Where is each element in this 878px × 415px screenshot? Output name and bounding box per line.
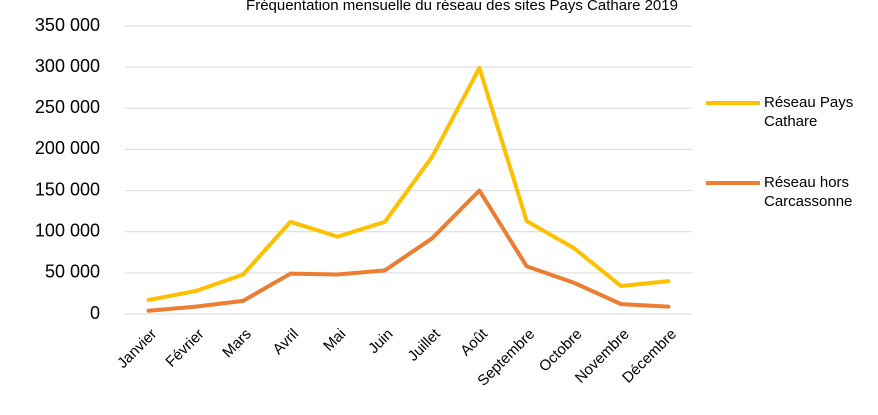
x-tick-label: Juillet xyxy=(405,325,445,365)
legend-label: Réseau Pays Cathare xyxy=(764,94,853,130)
x-tick-label: Janvier xyxy=(114,326,160,372)
y-tick-label: 250 000 xyxy=(35,97,100,117)
x-tick-label: Mars xyxy=(219,326,255,362)
y-tick-label: 150 000 xyxy=(35,179,100,199)
y-tick-label: 50 000 xyxy=(45,262,100,282)
y-tick-label: 100 000 xyxy=(35,220,100,240)
y-tick-label: 350 000 xyxy=(35,15,100,35)
y-tick-label: 0 xyxy=(90,303,100,323)
y-tick-label: 200 000 xyxy=(35,138,100,158)
data-line xyxy=(146,188,671,313)
chart-title: Fréquentation mensuelle du réseau des si… xyxy=(246,0,678,14)
legend-label: Réseau hors Carcassonne xyxy=(764,174,852,210)
x-tick-label: Août xyxy=(457,325,491,359)
data-line xyxy=(146,65,671,303)
x-tick-label: Juin xyxy=(365,326,396,357)
x-tick-label: Février xyxy=(162,326,207,371)
x-tick-label: Mai xyxy=(320,326,349,355)
x-tick-label: Avril xyxy=(270,326,302,358)
y-tick-label: 300 000 xyxy=(35,56,100,76)
